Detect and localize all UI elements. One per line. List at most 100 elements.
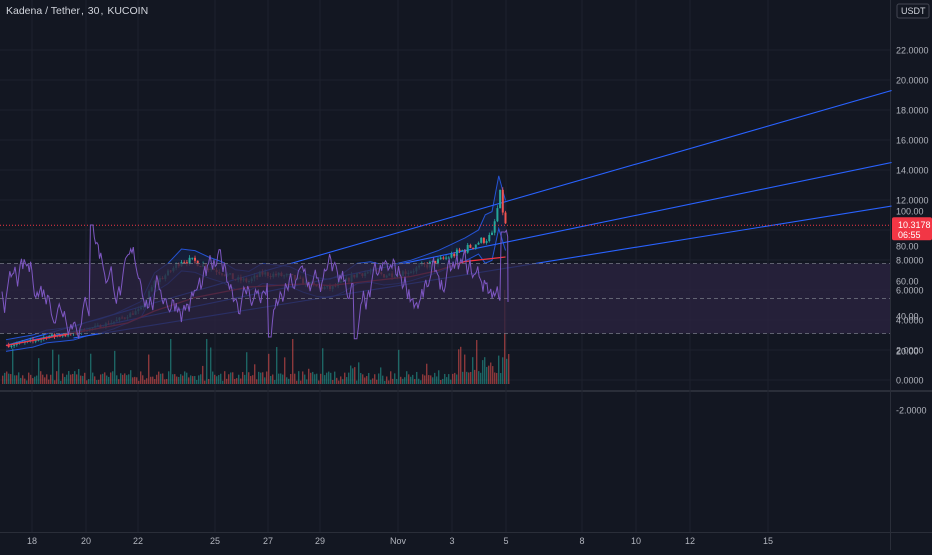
rsi-line <box>1 224 509 340</box>
volume-bar <box>78 369 80 384</box>
time-axis-label: 10 <box>631 536 641 546</box>
volume-bar <box>458 349 460 384</box>
volume-bar <box>162 373 164 384</box>
volume-bar <box>288 378 290 384</box>
price-axis-label: 2.0000 <box>896 346 924 356</box>
volume-bar <box>166 378 168 384</box>
candle-body <box>477 242 480 245</box>
volume-bar <box>174 374 176 384</box>
volume-bar <box>274 380 276 384</box>
volume-bar <box>186 372 188 384</box>
volume-bar <box>472 357 474 384</box>
volume-bar <box>388 380 390 384</box>
volume-bar <box>126 375 128 384</box>
volume-bar <box>244 374 246 384</box>
volume-bar <box>366 376 368 384</box>
volume-bar <box>352 368 354 384</box>
volume-bar <box>226 378 228 384</box>
volume-bar <box>172 374 174 384</box>
volume-bar <box>290 373 292 384</box>
volume-bar <box>224 371 226 384</box>
volume-bar <box>142 375 144 384</box>
volume-bar <box>52 349 54 384</box>
volume-bar <box>444 373 446 384</box>
candle-body <box>455 249 458 257</box>
volume-bar <box>130 370 132 384</box>
volume-bar <box>434 372 436 384</box>
volume-bar <box>222 380 224 384</box>
price-tag-countdown: 06:55 <box>898 230 921 240</box>
volume-bar <box>452 373 454 384</box>
price-axis-label: 4.0000 <box>896 316 924 326</box>
exchange-label: KUCOIN <box>107 5 149 17</box>
volume-bar <box>262 372 264 384</box>
volume-bar <box>466 371 468 384</box>
volume-bar <box>34 376 36 384</box>
volume-bar <box>416 371 418 384</box>
volume-bar <box>108 376 110 384</box>
rsi-axis-label: 60.00 <box>896 277 919 287</box>
volume-bar <box>254 364 256 384</box>
candle-body <box>461 250 464 252</box>
volume-bar <box>236 378 238 384</box>
volume-bar <box>158 371 160 384</box>
volume-bar <box>208 378 210 384</box>
candle-body <box>34 340 37 342</box>
volume-bar <box>190 375 192 384</box>
volume-bar <box>484 357 486 384</box>
volume-bar <box>216 376 218 384</box>
volume-bar <box>72 374 74 384</box>
volume-bar <box>90 353 92 384</box>
volume-bar <box>396 378 398 384</box>
volume-bar <box>468 372 470 384</box>
rsi-axis-label: 20.00 <box>896 347 919 357</box>
candle-body <box>453 253 456 257</box>
candle-body <box>194 257 196 261</box>
symbol-title[interactable]: Kadena / Tether, 30, KUCOIN <box>6 5 149 17</box>
volume-bar <box>402 378 404 384</box>
candle-body <box>183 262 186 264</box>
candle-body <box>493 221 496 233</box>
time-axis-label: 5 <box>503 536 508 546</box>
volume-bar <box>104 372 106 384</box>
volume-bar <box>312 371 314 384</box>
volume-bar <box>138 380 140 384</box>
volume-bar <box>40 371 42 384</box>
volume-bar <box>454 372 456 384</box>
volume-bar <box>380 367 382 384</box>
volume-bar <box>46 374 48 384</box>
volume-bar <box>204 380 206 384</box>
volume-bar <box>442 378 444 384</box>
volume-bar <box>114 350 116 384</box>
price-axis-label: 12.0000 <box>896 196 929 206</box>
volume-bar <box>194 376 196 384</box>
volume-bar <box>492 366 494 384</box>
volume-bar <box>112 371 114 384</box>
volume-bar <box>32 378 34 384</box>
volume-bar <box>102 373 104 384</box>
volume-bar <box>324 375 326 384</box>
volume-bar <box>268 353 270 384</box>
volume-bar <box>96 380 98 384</box>
volume-bar <box>414 379 416 384</box>
price-axis-label: 6.0000 <box>896 286 924 296</box>
volume-bar <box>198 375 200 384</box>
volume-bar <box>386 376 388 384</box>
candle-body <box>442 257 445 259</box>
volume-bar <box>4 372 6 384</box>
volume-bar <box>280 373 282 384</box>
volume-bar <box>370 379 372 384</box>
volume-bar <box>498 355 500 384</box>
volume-bar <box>394 373 396 384</box>
volume-bar <box>480 372 482 384</box>
price-axis-label: 18.0000 <box>896 106 929 116</box>
volume-bar <box>322 348 324 384</box>
volume-bar <box>228 374 230 384</box>
volume-bar <box>332 380 334 384</box>
volume-bar <box>212 371 214 384</box>
volume-bar <box>92 372 94 384</box>
time-axis-label: 27 <box>263 536 273 546</box>
pair-label: Kadena / Tether <box>6 5 80 17</box>
candle-body <box>472 247 475 249</box>
